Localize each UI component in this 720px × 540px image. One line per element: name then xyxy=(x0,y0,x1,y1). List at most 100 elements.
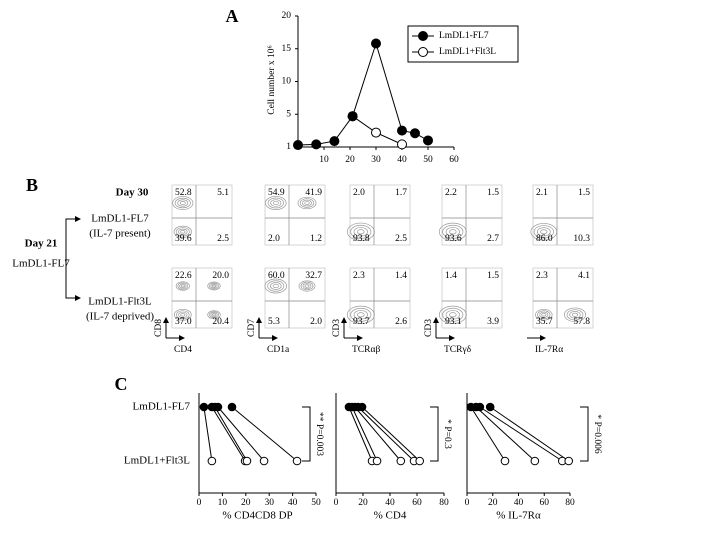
quadrant-value: 2.0 xyxy=(268,234,280,244)
contour xyxy=(212,313,216,317)
contour xyxy=(180,313,186,317)
contour xyxy=(442,224,464,239)
contour xyxy=(175,227,190,237)
contour xyxy=(264,278,287,294)
x-tick-label: 60 xyxy=(449,155,459,165)
y-tick-label: 10 xyxy=(282,77,292,87)
y-axis-label: CD8 xyxy=(154,319,164,337)
point xyxy=(564,456,574,466)
quadrant-value: 2.0 xyxy=(310,317,322,327)
side-label: Day 21 xyxy=(25,238,58,250)
point xyxy=(423,135,433,146)
contour xyxy=(564,307,586,322)
point xyxy=(396,456,406,466)
x-axis-label: TCRγδ xyxy=(444,345,472,355)
x-tick-label: 40 xyxy=(514,498,524,508)
pair-line xyxy=(479,406,563,462)
contour xyxy=(270,282,282,290)
quadrant-value: 93.6 xyxy=(445,234,462,244)
contour xyxy=(178,311,188,318)
quadrant-value: 2.2 xyxy=(445,188,457,198)
quadrant-value: 1.5 xyxy=(578,188,590,198)
y-axis-label: Cell number x 10⁶ xyxy=(267,45,277,115)
quadrant-value: 35.7 xyxy=(536,317,553,327)
contour xyxy=(350,224,372,239)
point xyxy=(259,456,269,466)
pair-line xyxy=(231,406,298,462)
point xyxy=(485,402,495,412)
contour xyxy=(267,197,284,209)
x-tick-label: 60 xyxy=(540,498,550,508)
point xyxy=(415,456,425,466)
plot-frame xyxy=(349,184,411,246)
pair-line xyxy=(357,406,415,462)
plot-frame xyxy=(264,267,326,329)
quadrant-value: 2.5 xyxy=(217,234,229,244)
contour xyxy=(177,282,189,290)
quadrant-value: 93.7 xyxy=(353,317,370,327)
row-sublabel: (IL-7 present) xyxy=(89,228,151,240)
plot-frame xyxy=(441,267,503,329)
x-tick-label: 80 xyxy=(565,498,575,508)
legend-marker xyxy=(418,47,428,57)
annotation: * P=0.3 xyxy=(442,419,452,449)
contour xyxy=(210,283,218,289)
legend-marker xyxy=(418,31,428,41)
contour xyxy=(272,200,279,206)
pair-line xyxy=(217,406,265,462)
contour xyxy=(535,309,553,321)
contour xyxy=(537,310,551,320)
panel-label: C xyxy=(115,374,128,394)
x-axis-label: IL-7Rα xyxy=(535,345,563,355)
x-tick-label: 20 xyxy=(345,155,355,165)
legend-box xyxy=(407,25,519,63)
contour xyxy=(357,229,365,235)
contour xyxy=(208,311,220,319)
plot-frame xyxy=(532,267,594,329)
x-tick-label: 40 xyxy=(288,498,298,508)
y-axis-label: CD3 xyxy=(424,319,434,337)
quadrant-value: 93.8 xyxy=(353,234,370,244)
legend-label: LmDL1-FL7 xyxy=(439,31,489,41)
x-axis-label: % CD4CD8 DP xyxy=(222,510,292,522)
contour xyxy=(298,280,316,292)
quadrant-value: 22.6 xyxy=(175,271,192,281)
pair-line xyxy=(475,406,536,462)
legend-label: LmDL1+Flt3L xyxy=(439,47,496,57)
x-tick-label: 80 xyxy=(439,498,449,508)
contour xyxy=(353,310,368,320)
quadrant-value: 32.7 xyxy=(305,271,322,281)
pair-line xyxy=(211,406,246,462)
row-label: LmDL1-Flt3L xyxy=(88,296,152,308)
contour xyxy=(210,312,218,318)
quadrant-value: 20.0 xyxy=(212,271,229,281)
contour xyxy=(175,281,190,291)
point xyxy=(347,111,358,122)
contour xyxy=(449,312,457,318)
x-axis-label: CD1a xyxy=(267,345,290,355)
contour xyxy=(449,229,457,235)
contour xyxy=(353,227,368,237)
contour xyxy=(174,197,191,209)
contour xyxy=(180,284,185,288)
contour xyxy=(179,201,186,205)
contour xyxy=(272,283,279,289)
point xyxy=(329,136,340,147)
pair-line xyxy=(354,406,402,462)
point xyxy=(500,456,510,466)
contour xyxy=(445,227,460,237)
plot-frame xyxy=(171,184,233,246)
quadrant-value: 2.6 xyxy=(395,317,407,327)
category-label: LmDL1-FL7 xyxy=(133,401,191,413)
contour xyxy=(172,196,194,210)
contour xyxy=(297,196,317,210)
quadrant-value: 52.8 xyxy=(175,188,192,198)
x-axis-label: % IL-7Rα xyxy=(496,510,541,522)
contour xyxy=(177,199,189,207)
day-header: Day 30 xyxy=(116,187,149,199)
plot-frame xyxy=(441,184,503,246)
x-tick-label: 20 xyxy=(358,498,368,508)
quadrant-value: 1.7 xyxy=(395,188,407,198)
annotation: ** P=0.003 xyxy=(314,412,324,456)
x-tick-label: 30 xyxy=(371,155,381,165)
